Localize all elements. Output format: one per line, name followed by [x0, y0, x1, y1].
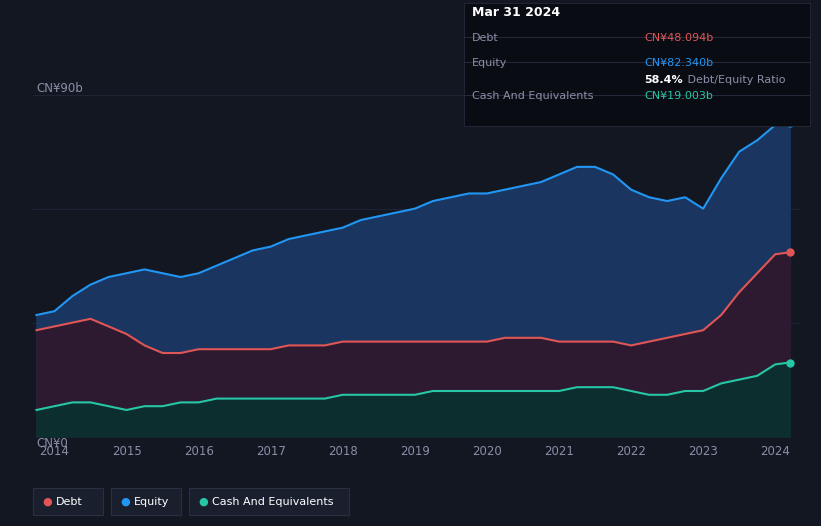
- Text: CN¥19.003b: CN¥19.003b: [644, 91, 713, 101]
- Text: Debt/Equity Ratio: Debt/Equity Ratio: [684, 75, 786, 85]
- Text: Equity: Equity: [134, 497, 169, 507]
- Text: Cash And Equivalents: Cash And Equivalents: [212, 497, 333, 507]
- Text: Cash And Equivalents: Cash And Equivalents: [472, 91, 594, 101]
- Text: Mar 31 2024: Mar 31 2024: [472, 6, 560, 19]
- Text: CN¥82.340b: CN¥82.340b: [644, 58, 713, 68]
- Text: CN¥0: CN¥0: [37, 437, 68, 450]
- Text: Debt: Debt: [472, 33, 499, 43]
- Text: CN¥48.094b: CN¥48.094b: [644, 33, 713, 43]
- Text: Equity: Equity: [472, 58, 507, 68]
- Text: CN¥90b: CN¥90b: [37, 82, 84, 95]
- Text: ●: ●: [199, 497, 209, 507]
- Text: Debt: Debt: [56, 497, 83, 507]
- Text: ●: ●: [121, 497, 131, 507]
- Text: 58.4%: 58.4%: [644, 75, 683, 85]
- Text: ●: ●: [43, 497, 53, 507]
